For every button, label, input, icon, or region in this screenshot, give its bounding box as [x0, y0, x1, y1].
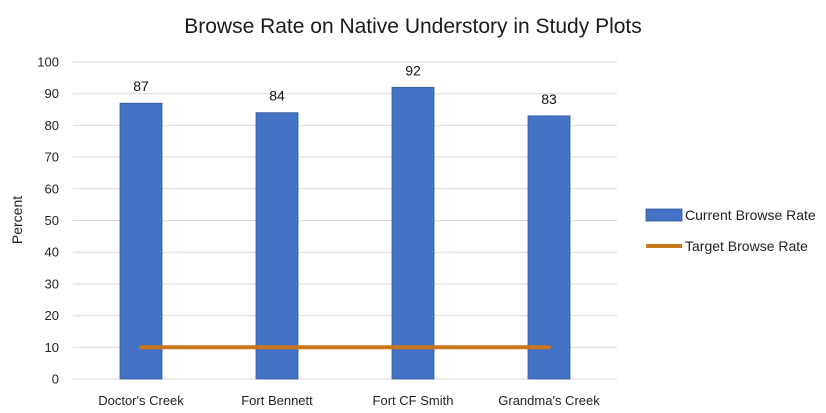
bar — [391, 86, 435, 380]
y-tick-label: 40 — [45, 245, 59, 260]
legend-swatch-current-browse-rate — [645, 208, 683, 222]
y-tick-label: 10 — [45, 340, 59, 355]
legend-label-target-browse-rate: Target Browse Rate — [685, 238, 808, 254]
data-label: 84 — [269, 88, 285, 104]
x-tick-label: Fort CF Smith — [373, 393, 454, 408]
data-label: 87 — [133, 78, 149, 94]
y-tick-label: 100 — [37, 55, 59, 70]
y-axis-ticks: 0 10 20 30 40 50 60 70 80 90 100 — [37, 55, 59, 387]
bar-series: 87 84 92 83 — [119, 62, 571, 380]
bar — [119, 102, 163, 380]
x-tick-label: Doctor's Creek — [98, 393, 184, 408]
legend-label-current-browse-rate: Current Browse Rate — [685, 207, 816, 223]
bar — [527, 115, 571, 380]
y-tick-label: 20 — [45, 308, 59, 323]
data-label: 92 — [405, 62, 421, 78]
y-tick-label: 60 — [45, 181, 59, 196]
y-tick-label: 30 — [45, 276, 59, 291]
y-tick-label: 90 — [45, 86, 59, 101]
legend: Current Browse Rate Target Browse Rate — [645, 207, 816, 254]
y-tick-label: 80 — [45, 118, 59, 133]
bar — [255, 112, 299, 380]
y-tick-label: 70 — [45, 150, 59, 165]
x-tick-label: Fort Bennett — [241, 393, 313, 408]
y-axis-label: Percent — [9, 196, 25, 244]
chart-title: Browse Rate on Native Understory in Stud… — [184, 15, 642, 38]
y-tick-label: 50 — [45, 213, 59, 228]
x-tick-label: Grandma's Creek — [498, 393, 600, 408]
x-axis-ticks: Doctor's Creek Fort Bennett Fort CF Smith G… — [98, 393, 600, 408]
data-label: 83 — [541, 91, 557, 107]
y-tick-label: 0 — [52, 372, 59, 387]
